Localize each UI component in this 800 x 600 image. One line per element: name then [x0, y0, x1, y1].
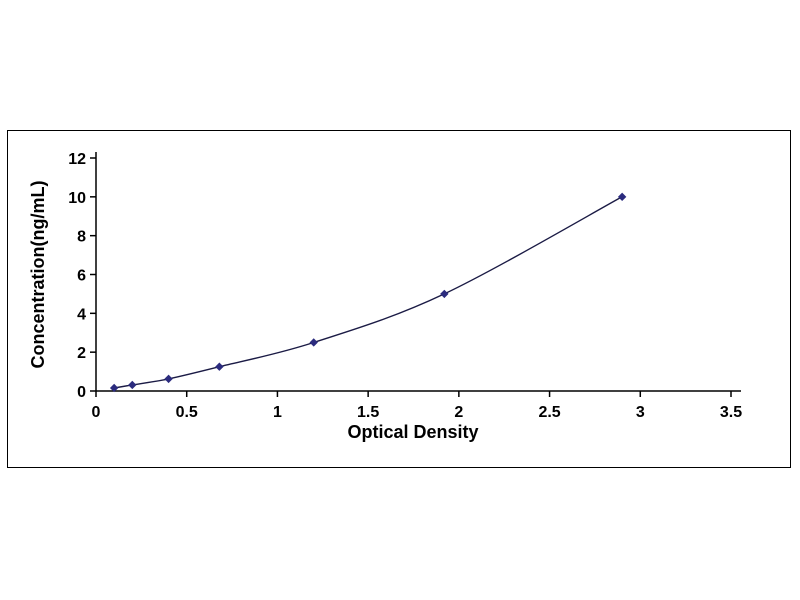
data-point-marker	[309, 338, 318, 347]
data-point-marker	[440, 289, 449, 299]
x-axis-label: Optical Density	[347, 422, 478, 442]
plot-area: 0 2 4 6 8 10 12 0 0.5 1 1.5 2 2.5 3 3.5	[68, 151, 742, 421]
x-tick-label: 2	[454, 404, 463, 421]
x-tick-label: 2.5	[538, 404, 560, 421]
data-point-marker	[215, 362, 224, 371]
data-point-marker	[109, 383, 119, 393]
x-tick-label: 0.5	[176, 404, 198, 421]
y-tick-label: 12	[68, 151, 86, 168]
x-tick-label: 3.5	[720, 404, 742, 421]
x-tick-label: 3	[636, 404, 645, 421]
y-axis-label: Concentration(ng/mL)	[28, 181, 48, 369]
data-point-marker	[128, 380, 137, 390]
standard-curve-line	[113, 196, 623, 389]
y-tick-label: 4	[77, 306, 86, 323]
x-tick-label: 1	[273, 404, 282, 421]
y-tick-label: 2	[77, 345, 86, 362]
y-tick-label: 0	[77, 384, 86, 401]
data-point-marker	[164, 374, 173, 384]
chart-frame: 0 2 4 6 8 10 12 0 0.5 1 1.5 2 2.5 3 3.5 Optical Densit…	[7, 130, 791, 468]
y-tick-label: 6	[77, 268, 86, 285]
standard-curve-chart: 0 2 4 6 8 10 12 0 0.5 1 1.5 2 2.5 3 3.5 Optical Densit…	[28, 151, 742, 442]
y-tick-label: 8	[77, 229, 86, 246]
x-tick-label: 1.5	[357, 404, 379, 421]
x-tick-label: 0	[92, 404, 101, 421]
data-point-marker	[617, 192, 627, 202]
y-tick-label: 10	[68, 190, 86, 207]
